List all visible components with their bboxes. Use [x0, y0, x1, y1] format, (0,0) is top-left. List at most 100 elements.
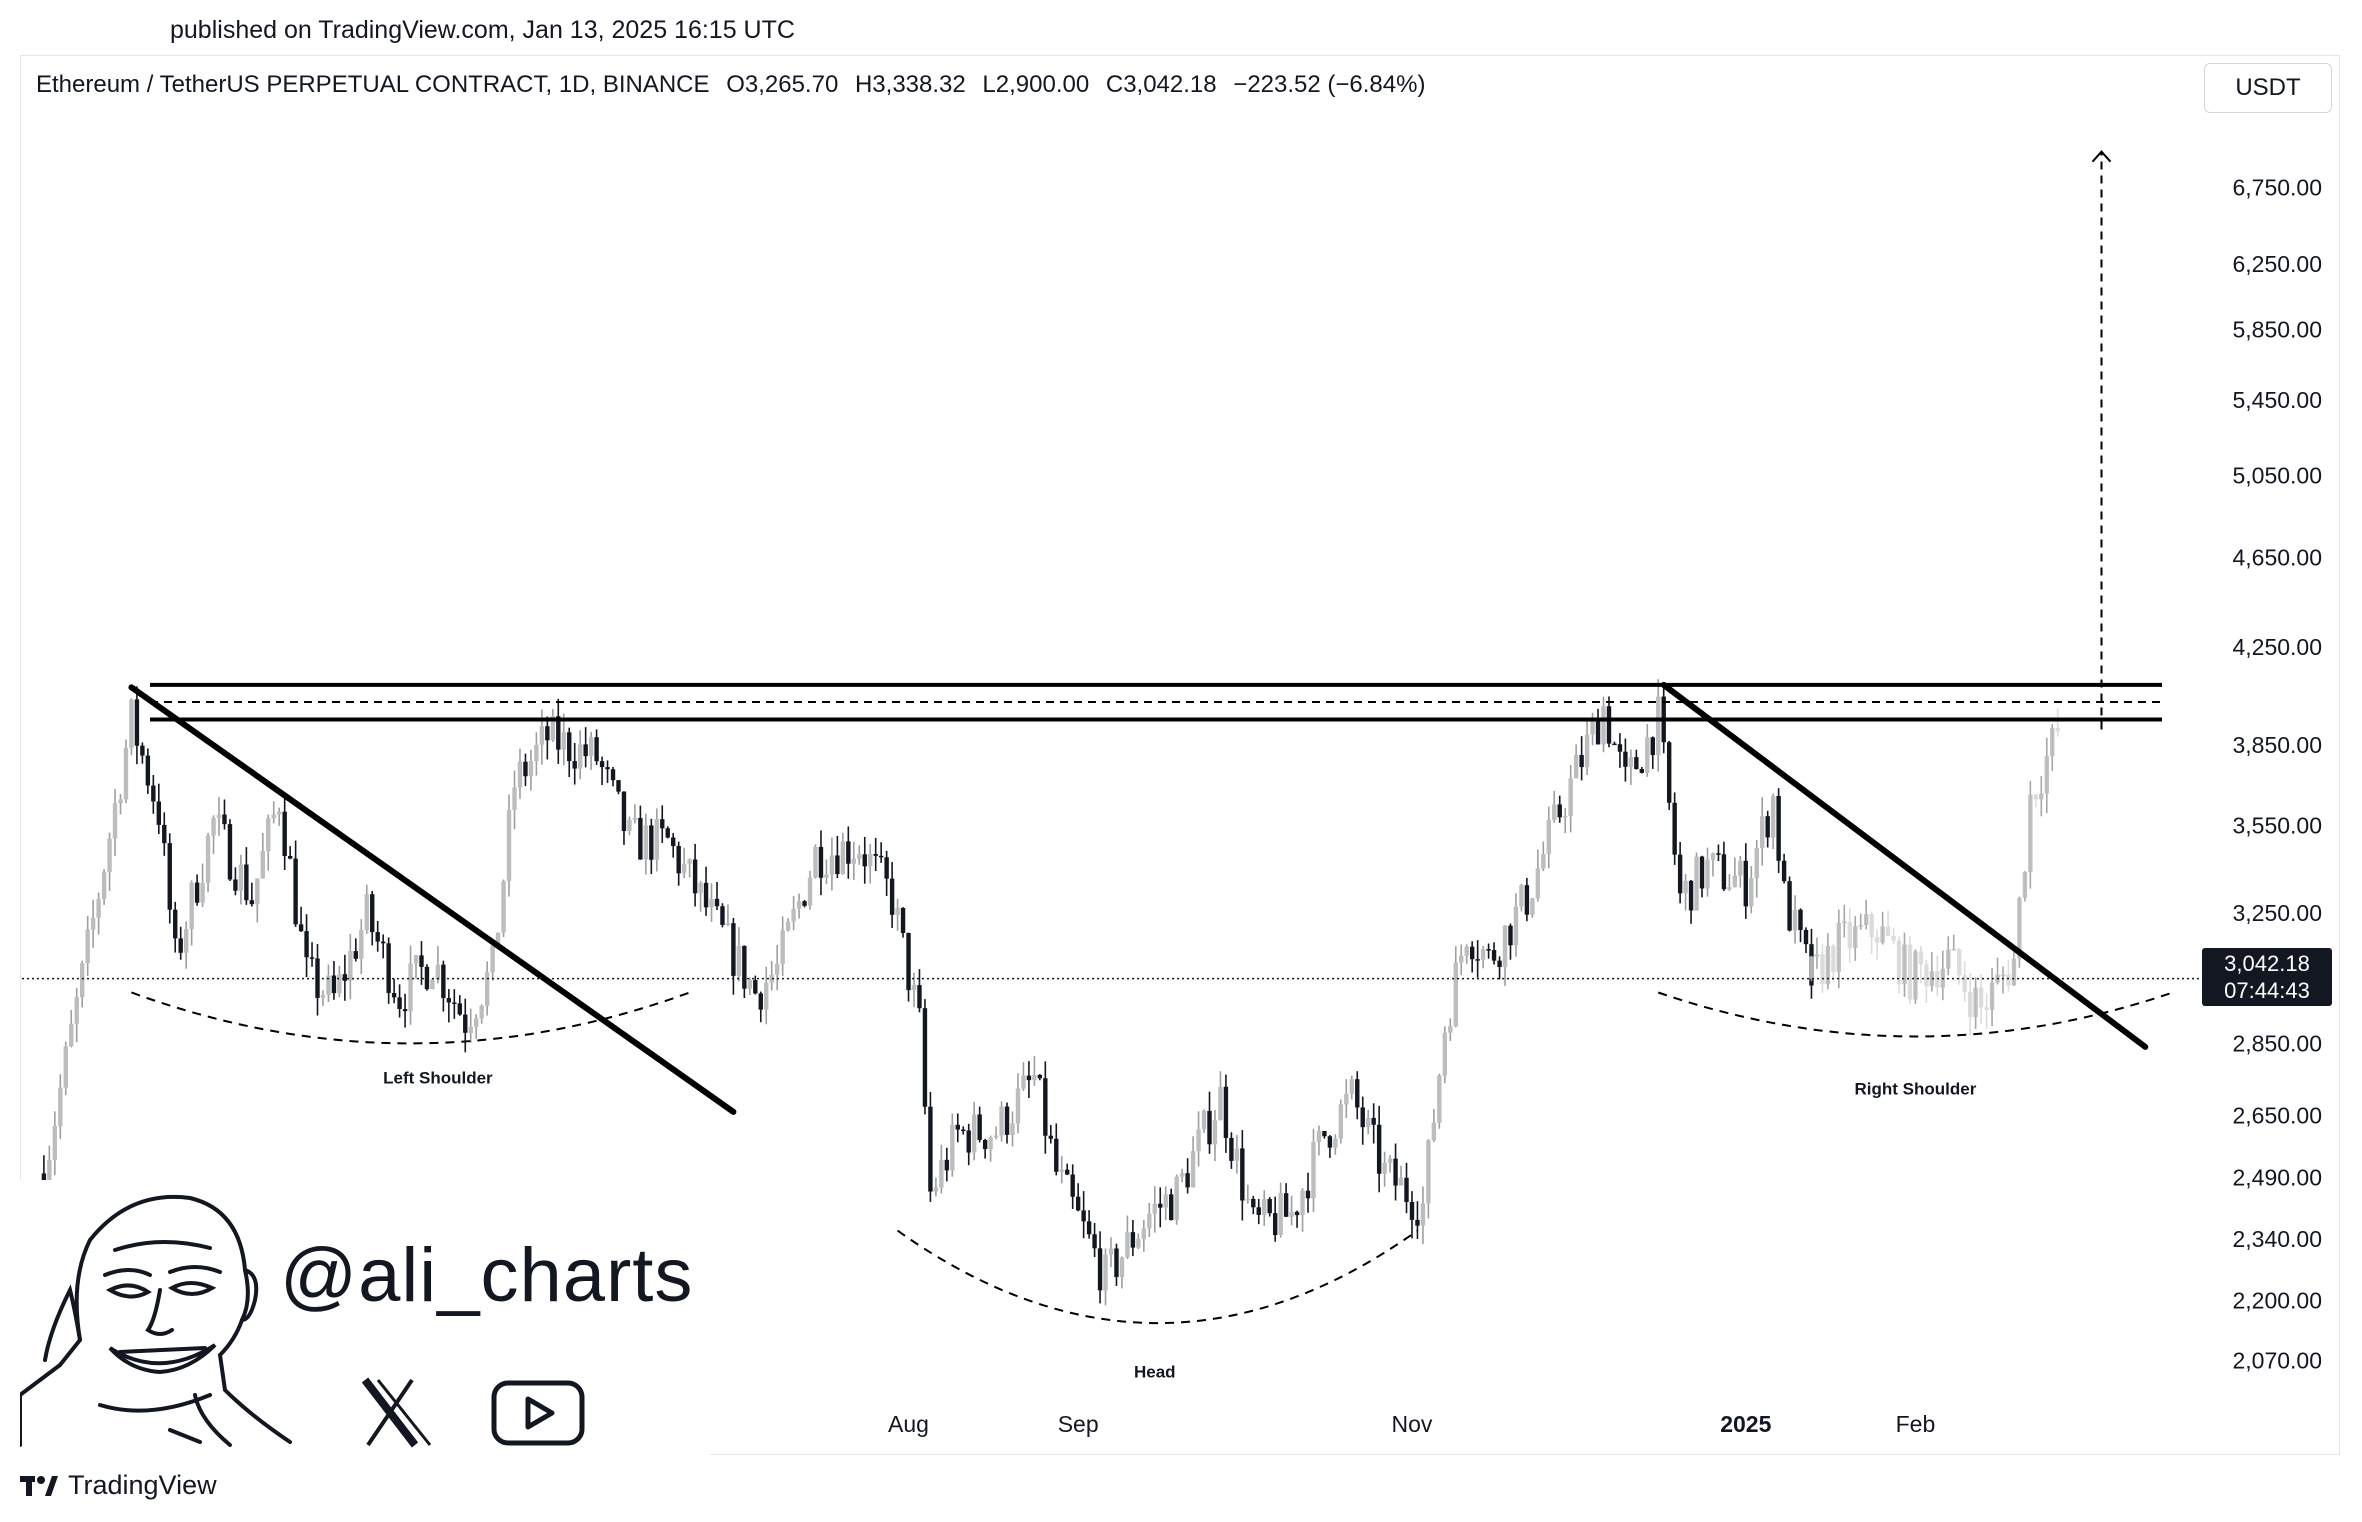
- price-body: [1464, 946, 1469, 956]
- price-body: [725, 923, 731, 925]
- price-candle: [255, 878, 260, 923]
- price-candle: [1803, 927, 1809, 954]
- price-candle: [818, 830, 824, 896]
- price-body: [1743, 860, 1748, 907]
- price-candle: [1097, 1231, 1103, 1304]
- price-candle: [829, 837, 835, 891]
- tradingview-branding[interactable]: TradingView: [20, 1470, 217, 1501]
- y-tick-label: 5,850.00: [2232, 317, 2322, 343]
- price-body: [1086, 1221, 1092, 1235]
- price-candle: [1300, 1188, 1305, 1232]
- price-candle: [1267, 1197, 1272, 1217]
- price-candle: [1272, 1196, 1278, 1242]
- price-candle: [1595, 708, 1601, 745]
- price-body: [851, 858, 856, 864]
- price-candle: [1245, 1184, 1251, 1204]
- projection-candle: [2028, 780, 2033, 889]
- price-candle: [353, 938, 359, 962]
- projection-body: [1913, 951, 1918, 1000]
- price-body: [1628, 757, 1634, 767]
- price-body: [1349, 1079, 1354, 1094]
- price-candle: [1251, 1195, 1256, 1215]
- projection-candle: [1924, 959, 1929, 1003]
- price-body: [780, 930, 785, 964]
- price-candle: [183, 921, 189, 969]
- price-candle: [528, 749, 534, 791]
- price-candle: [107, 832, 112, 891]
- price-body: [1262, 1199, 1267, 1215]
- price-body: [1207, 1110, 1212, 1145]
- price-body: [1179, 1173, 1185, 1177]
- price-candle: [260, 832, 265, 879]
- currency-selector-button[interactable]: USDT: [2204, 63, 2332, 113]
- projection-candle: [1951, 934, 1956, 951]
- price-candle: [1579, 736, 1584, 781]
- symbol-legend[interactable]: Ethereum / TetherUS PERPETUAL CONTRACT, …: [36, 71, 1435, 99]
- projection-body: [2017, 897, 2022, 959]
- price-candle: [955, 1113, 960, 1143]
- projection-body: [1874, 936, 1880, 943]
- price-body: [441, 964, 446, 999]
- price-candle: [380, 934, 386, 959]
- youtube-play-icon[interactable]: [491, 1380, 585, 1446]
- price-candle: [895, 898, 900, 931]
- price-candle: [189, 880, 194, 946]
- price-body: [1174, 1176, 1179, 1221]
- price-body: [577, 744, 583, 769]
- price-candle: [140, 742, 145, 764]
- price-candle: [725, 904, 731, 927]
- x-logo-icon[interactable]: [361, 1377, 432, 1448]
- price-candle: [1032, 1055, 1037, 1086]
- price-body: [233, 879, 238, 891]
- ohlc-open: O3,265.70: [726, 71, 839, 98]
- price-body: [1245, 1199, 1251, 1201]
- price-candle: [1568, 765, 1573, 833]
- price-body: [878, 855, 884, 858]
- price-candle: [1688, 880, 1694, 924]
- projection-candle: [1913, 949, 1918, 1005]
- ohlc-high: H3,338.32: [854, 71, 966, 98]
- price-candle: [862, 836, 867, 884]
- price-body: [824, 874, 829, 878]
- price-body: [753, 980, 758, 994]
- price-candle: [304, 914, 309, 978]
- price-body: [988, 1137, 993, 1150]
- price-candle: [1070, 1164, 1075, 1209]
- price-body: [1125, 1232, 1130, 1258]
- price-body: [588, 737, 594, 757]
- price-body: [774, 963, 780, 975]
- price-body: [1294, 1211, 1300, 1216]
- price-body: [1316, 1130, 1322, 1142]
- price-candle: [1475, 940, 1480, 978]
- price-body: [561, 732, 566, 750]
- last-price-value: 3,042.18: [2224, 951, 2310, 976]
- price-body: [654, 819, 659, 860]
- price-body: [1256, 1207, 1261, 1215]
- price-candle: [342, 954, 348, 1001]
- price-body: [47, 1160, 52, 1199]
- price-candle: [1043, 1061, 1048, 1154]
- price-body: [1639, 769, 1645, 773]
- price-candle: [857, 845, 862, 865]
- price-candle: [1136, 1233, 1141, 1250]
- price-candle: [846, 826, 851, 879]
- price-candle: [397, 984, 402, 1018]
- price-candle: [999, 1101, 1004, 1142]
- price-candle: [101, 869, 107, 905]
- x-axis: Aug Sep Nov 2025 Feb: [888, 1411, 1935, 1437]
- price-body: [1185, 1173, 1190, 1188]
- price-body: [1037, 1074, 1043, 1079]
- price-body: [1519, 885, 1524, 907]
- price-candle: [889, 862, 895, 928]
- price-candle: [988, 1135, 993, 1162]
- price-candle: [1278, 1182, 1283, 1238]
- price-body: [1459, 955, 1464, 963]
- price-candle: [928, 1091, 933, 1202]
- price-body: [649, 825, 654, 860]
- price-candle: [660, 805, 665, 843]
- y-tick-label: 3,550.00: [2232, 812, 2322, 838]
- price-candle: [1634, 749, 1639, 770]
- price-candle: [638, 805, 643, 860]
- price-body: [1426, 1140, 1431, 1204]
